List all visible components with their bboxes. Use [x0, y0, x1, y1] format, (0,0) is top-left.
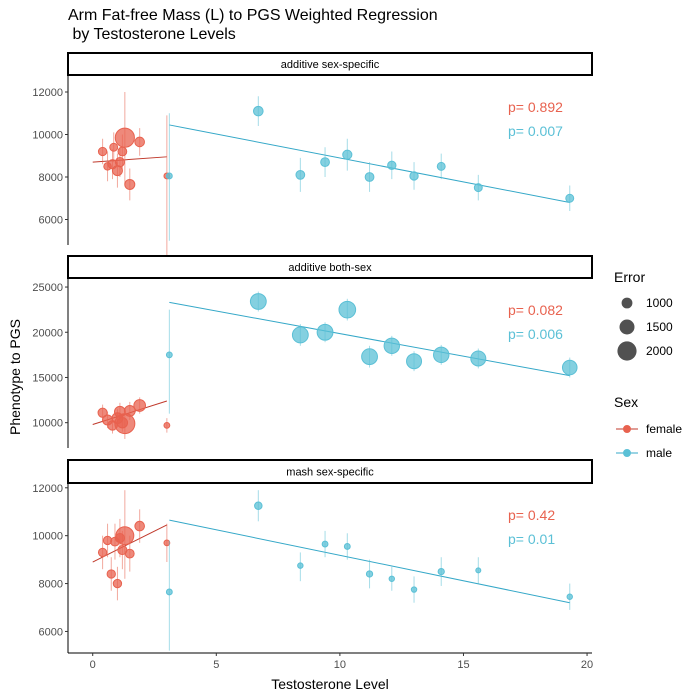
male-point: [343, 543, 351, 550]
legend-color-label: female: [646, 422, 682, 436]
y-tick-label: 10000: [32, 130, 63, 142]
male-point: [364, 172, 375, 182]
female-p-value: p= 0.892: [508, 99, 563, 115]
x-tick-label: 20: [581, 659, 593, 671]
x-tick-label: 15: [457, 659, 469, 671]
legend-size-label: 2000: [646, 344, 673, 358]
facet-strip: [67, 52, 593, 76]
y-tick-label: 15000: [32, 372, 63, 384]
x-axis-title: Testosterone Level: [271, 676, 389, 692]
male-point: [249, 293, 267, 310]
male-point: [475, 567, 482, 574]
y-tick-label: 8000: [39, 172, 63, 184]
facet-strip-label: mash sex-specific: [286, 467, 374, 479]
female-point: [115, 526, 135, 546]
female-point: [124, 548, 135, 559]
legend-size-label: 1500: [646, 320, 673, 334]
male-point: [388, 575, 396, 582]
y-tick-label: 10000: [32, 418, 63, 430]
x-tick-label: 5: [213, 659, 219, 671]
facet-strip: [67, 459, 593, 484]
male-point: [320, 157, 330, 167]
male-point: [297, 562, 304, 569]
male-point: [410, 586, 418, 593]
chart-title: Arm Fat-free Mass (L) to PGS Weighted Re…: [68, 7, 438, 43]
male-point: [338, 300, 357, 319]
legend-color-marker: [623, 449, 631, 457]
y-axis-title: Phenotype to PGS: [7, 319, 23, 435]
female-point: [97, 547, 108, 558]
male-point: [383, 337, 401, 355]
legend-color-marker: [623, 425, 631, 433]
female-regression-line: [92, 156, 167, 163]
legend-size-label: 1000: [646, 296, 673, 310]
y-tick-label: 10000: [32, 531, 63, 543]
y-tick-label: 8000: [39, 579, 63, 591]
y-tick-label: 20000: [32, 327, 63, 339]
y-tick-label: 6000: [39, 215, 63, 227]
legend-color-title: Sex: [614, 394, 638, 410]
male-point: [361, 348, 378, 366]
male-point: [342, 149, 353, 160]
female-p-value: p= 0.42: [508, 507, 555, 523]
male-point: [291, 326, 309, 344]
y-tick-label: 6000: [39, 626, 63, 638]
female-p-value: p= 0.082: [508, 302, 563, 318]
female-point: [114, 157, 125, 168]
male-point: [437, 567, 445, 576]
legend-color-label: male: [646, 446, 672, 460]
male-point: [470, 350, 487, 367]
male-point: [473, 183, 483, 193]
male-p-value: p= 0.007: [508, 123, 563, 139]
male-regression-line: [169, 301, 570, 377]
female-point: [106, 569, 116, 579]
male-point: [566, 593, 573, 600]
legend-size-marker: [619, 319, 635, 335]
male-point: [295, 170, 306, 180]
male-point: [387, 160, 397, 170]
facet-strip: [67, 255, 593, 279]
female-point: [133, 399, 147, 412]
male-p-value: p= 0.006: [508, 326, 563, 342]
male-point: [165, 588, 173, 596]
male-point: [565, 193, 575, 203]
male-point: [561, 359, 578, 376]
x-tick-label: 10: [334, 659, 346, 671]
facet-strip-label: additive both-sex: [288, 262, 372, 274]
male-point: [165, 172, 173, 180]
y-tick-label: 12000: [32, 483, 63, 495]
male-point: [406, 353, 423, 370]
legend-size-marker: [621, 297, 633, 309]
female-point: [134, 520, 145, 532]
male-point: [321, 540, 329, 548]
x-tick-label: 0: [90, 659, 96, 671]
facet-strip-label: additive sex-specific: [281, 59, 380, 71]
female-point: [114, 127, 135, 148]
female-point: [117, 146, 128, 157]
y-tick-label: 12000: [32, 87, 63, 99]
female-point: [97, 146, 108, 157]
male-point: [409, 171, 419, 181]
female-point: [111, 165, 123, 177]
female-point: [109, 142, 119, 152]
male-point: [254, 501, 263, 510]
y-tick-label: 25000: [32, 282, 63, 294]
male-point: [316, 323, 334, 341]
female-point: [124, 178, 136, 190]
male-point: [253, 105, 264, 117]
female-point: [112, 578, 123, 589]
legend-size-marker: [617, 341, 637, 361]
female-point: [114, 413, 136, 435]
male-p-value: p= 0.01: [508, 531, 555, 547]
male-point: [165, 351, 173, 359]
female-point: [134, 136, 145, 148]
male-point: [433, 346, 450, 364]
male-point: [436, 161, 446, 171]
female-point: [123, 405, 136, 417]
legend-size-title: Error: [614, 269, 645, 285]
male-point: [365, 570, 374, 578]
female-point: [163, 421, 171, 429]
